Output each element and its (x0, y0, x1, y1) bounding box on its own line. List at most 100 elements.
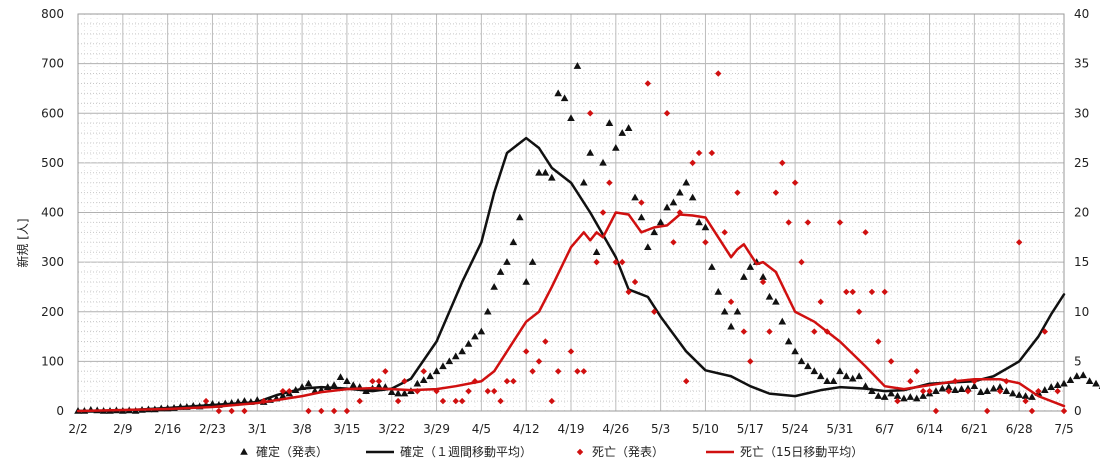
data-point (811, 328, 818, 335)
data-point (593, 258, 600, 266)
data-point (663, 110, 671, 117)
data-point (797, 357, 806, 365)
data-point (784, 337, 793, 345)
data-point (656, 218, 665, 226)
legend-item: 死亡（15日移動平均） (706, 445, 863, 459)
data-point (336, 373, 345, 381)
data-point (970, 382, 979, 389)
data-point (772, 297, 780, 305)
data-point (727, 298, 735, 306)
data-point (650, 228, 659, 236)
data-point (394, 397, 402, 405)
data-point (382, 368, 389, 375)
legend-swatch (576, 448, 584, 456)
data-point (848, 374, 857, 382)
data-point (791, 347, 799, 355)
legend-swatch (240, 448, 248, 455)
data-point (1021, 392, 1030, 399)
data-point (849, 288, 856, 296)
data-point (676, 188, 684, 196)
data-point (548, 397, 555, 405)
legend: 確定（発表） 確定（１週間移動平均） 死亡（発表） 死亡（15日移動平均） (240, 444, 863, 459)
data-point (715, 70, 722, 77)
data-point (1015, 391, 1023, 398)
data-point (439, 397, 447, 405)
data-point (413, 379, 422, 387)
y-right-tick-label: 15 (1074, 255, 1089, 269)
data-point (855, 308, 863, 315)
x-tick-label: 5/3 (651, 422, 670, 436)
series-2 (202, 70, 1068, 415)
data-point (881, 288, 888, 296)
data-point (490, 387, 498, 395)
data-point (708, 263, 716, 270)
data-point (733, 307, 742, 315)
axes: 0 100 200 300 400 500 600 700 800 0 5 10 15 20 25 30 35 4… (41, 7, 1089, 436)
data-point (779, 159, 786, 167)
data-point (612, 258, 620, 266)
data-point (567, 114, 575, 122)
data-point (708, 149, 716, 157)
data-point (1079, 371, 1088, 379)
series (74, 62, 1100, 415)
data-point (1047, 383, 1055, 390)
y-right-tick-label: 20 (1074, 206, 1089, 220)
x-tick-label: 7/5 (1054, 422, 1073, 436)
data-point (688, 193, 697, 201)
data-point (202, 397, 210, 405)
data-point (1002, 387, 1011, 394)
data-point (619, 258, 626, 266)
data-point (542, 338, 549, 345)
data-point (893, 392, 902, 399)
data-point (919, 392, 927, 399)
data-point (816, 372, 825, 380)
data-point (510, 378, 517, 385)
x-tick-label: 3/1 (248, 422, 267, 436)
x-tick-label: 5/24 (782, 422, 809, 436)
data-point (503, 258, 511, 265)
data-point (637, 213, 646, 221)
data-point (1035, 387, 1042, 395)
data-point (605, 119, 614, 126)
data-point (522, 277, 530, 285)
data-point (452, 397, 459, 405)
legend-item: 確定（発表） (240, 444, 328, 459)
data-point (1028, 393, 1036, 400)
data-point (644, 243, 652, 251)
data-point (529, 368, 536, 375)
data-point (573, 62, 582, 69)
data-point (419, 376, 428, 384)
data-point (1085, 377, 1094, 385)
data-point (855, 372, 863, 380)
data-point (900, 394, 908, 402)
data-point (644, 80, 652, 87)
x-tick-label: 6/28 (1006, 422, 1033, 436)
data-point (701, 223, 710, 231)
data-point (631, 193, 639, 201)
data-point (490, 282, 498, 290)
y-left-tick-label: 200 (41, 305, 64, 319)
data-point (528, 258, 537, 265)
data-point (1073, 372, 1081, 380)
data-point (1041, 328, 1048, 335)
data-point (279, 387, 287, 395)
data-point (612, 143, 620, 151)
data-point (862, 229, 869, 236)
x-tick-label: 4/19 (558, 422, 585, 436)
data-point (343, 377, 351, 385)
y-left-tick-label: 600 (41, 106, 64, 120)
data-point (651, 308, 658, 315)
y-right-tick-label: 5 (1074, 354, 1082, 368)
data-point (926, 387, 933, 395)
y-left-tick-label: 300 (41, 255, 64, 269)
y-left-tick-label: 500 (41, 156, 64, 170)
data-point (1054, 387, 1061, 395)
data-point (587, 110, 594, 117)
data-point (875, 338, 882, 345)
data-point (560, 94, 569, 102)
data-point (1022, 397, 1029, 405)
data-point (772, 189, 780, 196)
data-point (887, 358, 895, 365)
